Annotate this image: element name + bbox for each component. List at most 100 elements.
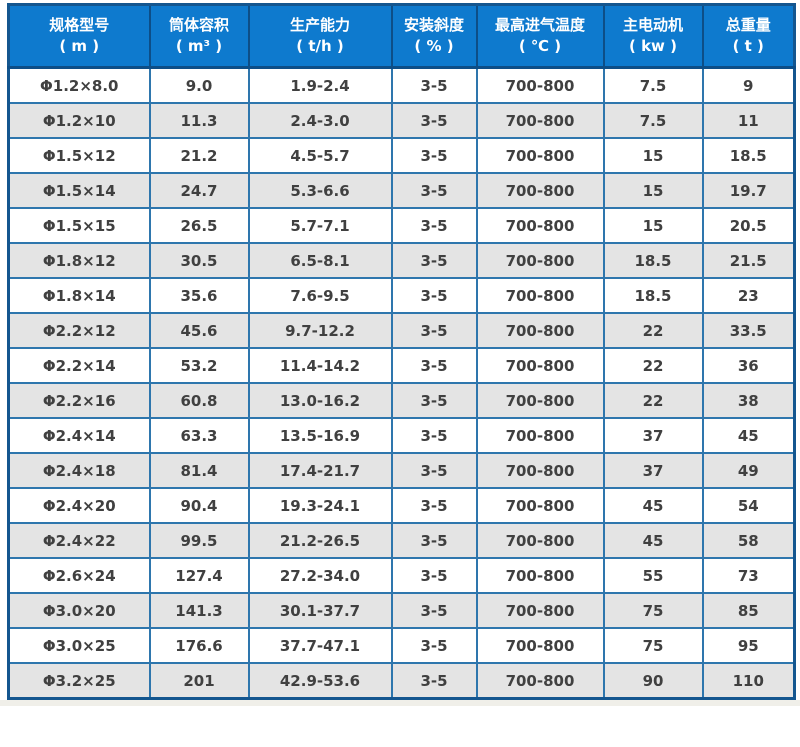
column-header-label: 最高进气温度	[494, 16, 585, 34]
cell: 6.5-8.1	[247, 242, 393, 279]
cell: 700-800	[475, 207, 605, 244]
cell: 13.5-16.9	[247, 417, 393, 454]
cell: 45	[701, 417, 796, 454]
table-row: Φ1.5×15 26.5 5.7-7.1 3-5 700-800 15 20.5	[7, 207, 796, 244]
cell: 15	[602, 207, 704, 244]
cell: 700-800	[475, 487, 605, 524]
cell: 700-800	[475, 452, 605, 489]
cell: 3-5	[390, 242, 478, 279]
cell: 15	[602, 172, 704, 209]
cell: 18.5	[602, 277, 704, 314]
column-header: 筒体容积 ( m³ )	[149, 4, 250, 69]
cell: 18.5	[701, 137, 796, 174]
cell: Φ1.8×12	[7, 242, 151, 279]
cell: 35.6	[148, 277, 250, 314]
cell: 19.7	[701, 172, 796, 209]
cell: 63.3	[148, 417, 250, 454]
cell: 90.4	[148, 487, 250, 524]
column-header: 生产能力 ( t/h )	[248, 4, 393, 69]
cell: 75	[602, 592, 704, 629]
cell: 3-5	[390, 312, 478, 349]
table-row: Φ2.6×24 127.4 27.2-34.0 3-5 700-800 55 73	[7, 557, 796, 594]
cell: 3-5	[390, 417, 478, 454]
column-header-label: 主电动机	[622, 16, 683, 34]
cell: 3-5	[390, 592, 478, 629]
cell: 9.7-12.2	[247, 312, 393, 349]
cell: 23	[701, 277, 796, 314]
cell: 4.5-5.7	[247, 137, 393, 174]
cell: 3-5	[390, 452, 478, 489]
cell: 110	[701, 662, 796, 700]
table-row: Φ1.5×12 21.2 4.5-5.7 3-5 700-800 15 18.5	[7, 137, 796, 174]
cell: 13.0-16.2	[247, 382, 393, 419]
cell: Φ1.5×15	[7, 207, 151, 244]
cell: 22	[602, 347, 704, 384]
table-row: Φ2.4×18 81.4 17.4-21.7 3-5 700-800 37 49	[7, 452, 796, 489]
cell: 21.2	[148, 137, 250, 174]
cell: 3-5	[390, 662, 478, 700]
table-row: Φ3.0×20 141.3 30.1-37.7 3-5 700-800 75 85	[7, 592, 796, 629]
cell: 15	[602, 137, 704, 174]
cell: 81.4	[148, 452, 250, 489]
cell: 54	[701, 487, 796, 524]
column-header-unit: ( kw )	[629, 37, 677, 55]
cell: 7.6-9.5	[247, 277, 393, 314]
cell: 700-800	[475, 627, 605, 664]
table-row: Φ3.2×25 201 42.9-53.6 3-5 700-800 90 110	[7, 662, 796, 700]
cell: 700-800	[475, 557, 605, 594]
cell: Φ2.2×16	[7, 382, 151, 419]
cell: 141.3	[148, 592, 250, 629]
table-row: Φ2.2×14 53.2 11.4-14.2 3-5 700-800 22 36	[7, 347, 796, 384]
cell: Φ2.2×12	[7, 312, 151, 349]
page-bottom-strip	[0, 700, 800, 706]
table-row: Φ3.0×25 176.6 37.7-47.1 3-5 700-800 75 95	[7, 627, 796, 664]
cell: 700-800	[475, 592, 605, 629]
cell: 700-800	[475, 172, 605, 209]
cell: 127.4	[148, 557, 250, 594]
cell: 700-800	[475, 522, 605, 559]
table-row: Φ1.5×14 24.7 5.3-6.6 3-5 700-800 15 19.7	[7, 172, 796, 209]
cell: 9	[701, 66, 796, 104]
cell: 21.2-26.5	[247, 522, 393, 559]
column-header-label: 生产能力	[289, 16, 350, 34]
cell: 1.9-2.4	[247, 66, 393, 104]
cell: 53.2	[148, 347, 250, 384]
cell: Φ1.2×8.0	[7, 66, 151, 104]
cell: 99.5	[148, 522, 250, 559]
column-header-unit: ( % )	[414, 37, 454, 55]
table-row: Φ2.4×14 63.3 13.5-16.9 3-5 700-800 37 45	[7, 417, 796, 454]
cell: 3-5	[390, 522, 478, 559]
cell: 11	[701, 102, 796, 139]
cell: Φ3.0×20	[7, 592, 151, 629]
cell: 3-5	[390, 627, 478, 664]
cell: 5.3-6.6	[247, 172, 393, 209]
table-row: Φ1.8×14 35.6 7.6-9.5 3-5 700-800 18.5 23	[7, 277, 796, 314]
cell: 24.7	[148, 172, 250, 209]
table-row: Φ2.2×16 60.8 13.0-16.2 3-5 700-800 22 38	[7, 382, 796, 419]
cell: 30.5	[148, 242, 250, 279]
cell: 700-800	[475, 347, 605, 384]
header-row: 规格型号 ( m ) 筒体容积 ( m³ ) 生产能力 ( t/h ) 安装斜度 ( % ) 最…	[8, 4, 796, 69]
cell: 95	[701, 627, 796, 664]
column-header-unit: ( t/h )	[296, 37, 344, 55]
cell: 36	[701, 347, 796, 384]
cell: 42.9-53.6	[247, 662, 393, 700]
cell: 3-5	[390, 347, 478, 384]
cell: 11.3	[148, 102, 250, 139]
column-header: 主电动机 ( kw )	[603, 4, 704, 69]
cell: 700-800	[475, 66, 605, 104]
cell: 45.6	[148, 312, 250, 349]
cell: 700-800	[475, 242, 605, 279]
cell: 3-5	[390, 277, 478, 314]
cell: 22	[602, 312, 704, 349]
cell: 201	[148, 662, 250, 700]
cell: 37	[602, 417, 704, 454]
cell: 75	[602, 627, 704, 664]
table-row: Φ2.2×12 45.6 9.7-12.2 3-5 700-800 22 33.5	[7, 312, 796, 349]
cell: 700-800	[475, 417, 605, 454]
cell: 700-800	[475, 102, 605, 139]
table-row: Φ2.4×22 99.5 21.2-26.5 3-5 700-800 45 58	[7, 522, 796, 559]
column-header: 规格型号 ( m )	[8, 4, 151, 69]
cell: Φ1.5×12	[7, 137, 151, 174]
cell: 3-5	[390, 172, 478, 209]
